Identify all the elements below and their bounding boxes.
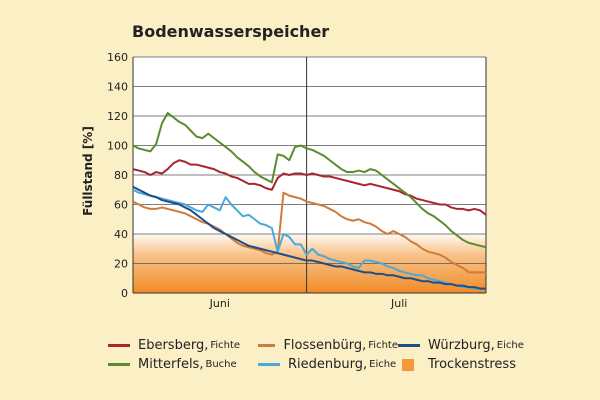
- legend-swatch: [398, 344, 420, 347]
- legend-swatch: [258, 344, 276, 347]
- legend-item: Mitterfels, Buche: [108, 357, 258, 372]
- y-tick-label: 80: [114, 169, 128, 182]
- y-tick-label: 120: [107, 110, 128, 123]
- series-line-riedenburg: [132, 188, 486, 290]
- legend-swatch: [258, 363, 280, 366]
- y-tick-label: 140: [107, 81, 128, 94]
- y-axis-label: Füllstand [%]: [81, 126, 95, 216]
- chart-title: Bodenwasserspeicher: [132, 22, 330, 41]
- y-tick-label: 60: [114, 199, 128, 212]
- series-line-ebersberg: [132, 159, 487, 216]
- legend-label: Trockenstress: [428, 357, 516, 372]
- legend: Ebersberg, Fichte Flossenbürg, Fichte Würzbu…: [108, 338, 548, 372]
- x-tick-label: Juli: [390, 297, 407, 310]
- legend-item: Würzburg, Eiche: [398, 338, 548, 353]
- legend-item: Riedenburg, Eiche: [258, 357, 398, 372]
- y-tick-label: 100: [107, 140, 128, 153]
- legend-label: Würzburg,: [428, 338, 495, 353]
- y-tick-label: 160: [107, 51, 128, 64]
- legend-swatch: [402, 358, 414, 371]
- legend-species: Eiche: [496, 340, 524, 351]
- legend-species: Buche: [205, 359, 237, 370]
- legend-item: Ebersberg, Fichte: [108, 338, 258, 353]
- series-line-wrzburg: [132, 185, 486, 290]
- series-line-flossenbrg: [132, 191, 486, 274]
- y-tick-label: 20: [114, 258, 128, 271]
- legend-swatch: [108, 344, 130, 347]
- legend-swatch: [108, 363, 130, 366]
- legend-item: Flossenbürg, Fichte: [258, 338, 398, 353]
- line-chart: 0 20 40 60 80 100 120 140 160 Juni Juli Füllstand […: [81, 51, 487, 310]
- legend-species: Eiche: [369, 359, 397, 370]
- legend-label: Ebersberg,: [138, 338, 209, 353]
- legend-species: Fichte: [368, 340, 398, 351]
- y-tick-label: 0: [121, 287, 128, 300]
- legend-label: Mitterfels,: [138, 357, 204, 372]
- series-line-mitterfels: [132, 112, 487, 249]
- legend-label: Riedenburg,: [288, 357, 368, 372]
- legend-item: Trockenstress: [398, 357, 548, 372]
- legend-label: Flossenbürg,: [283, 338, 367, 353]
- x-tick-label: Juni: [209, 297, 230, 310]
- y-tick-label: 40: [114, 228, 128, 241]
- legend-species: Fichte: [210, 340, 241, 351]
